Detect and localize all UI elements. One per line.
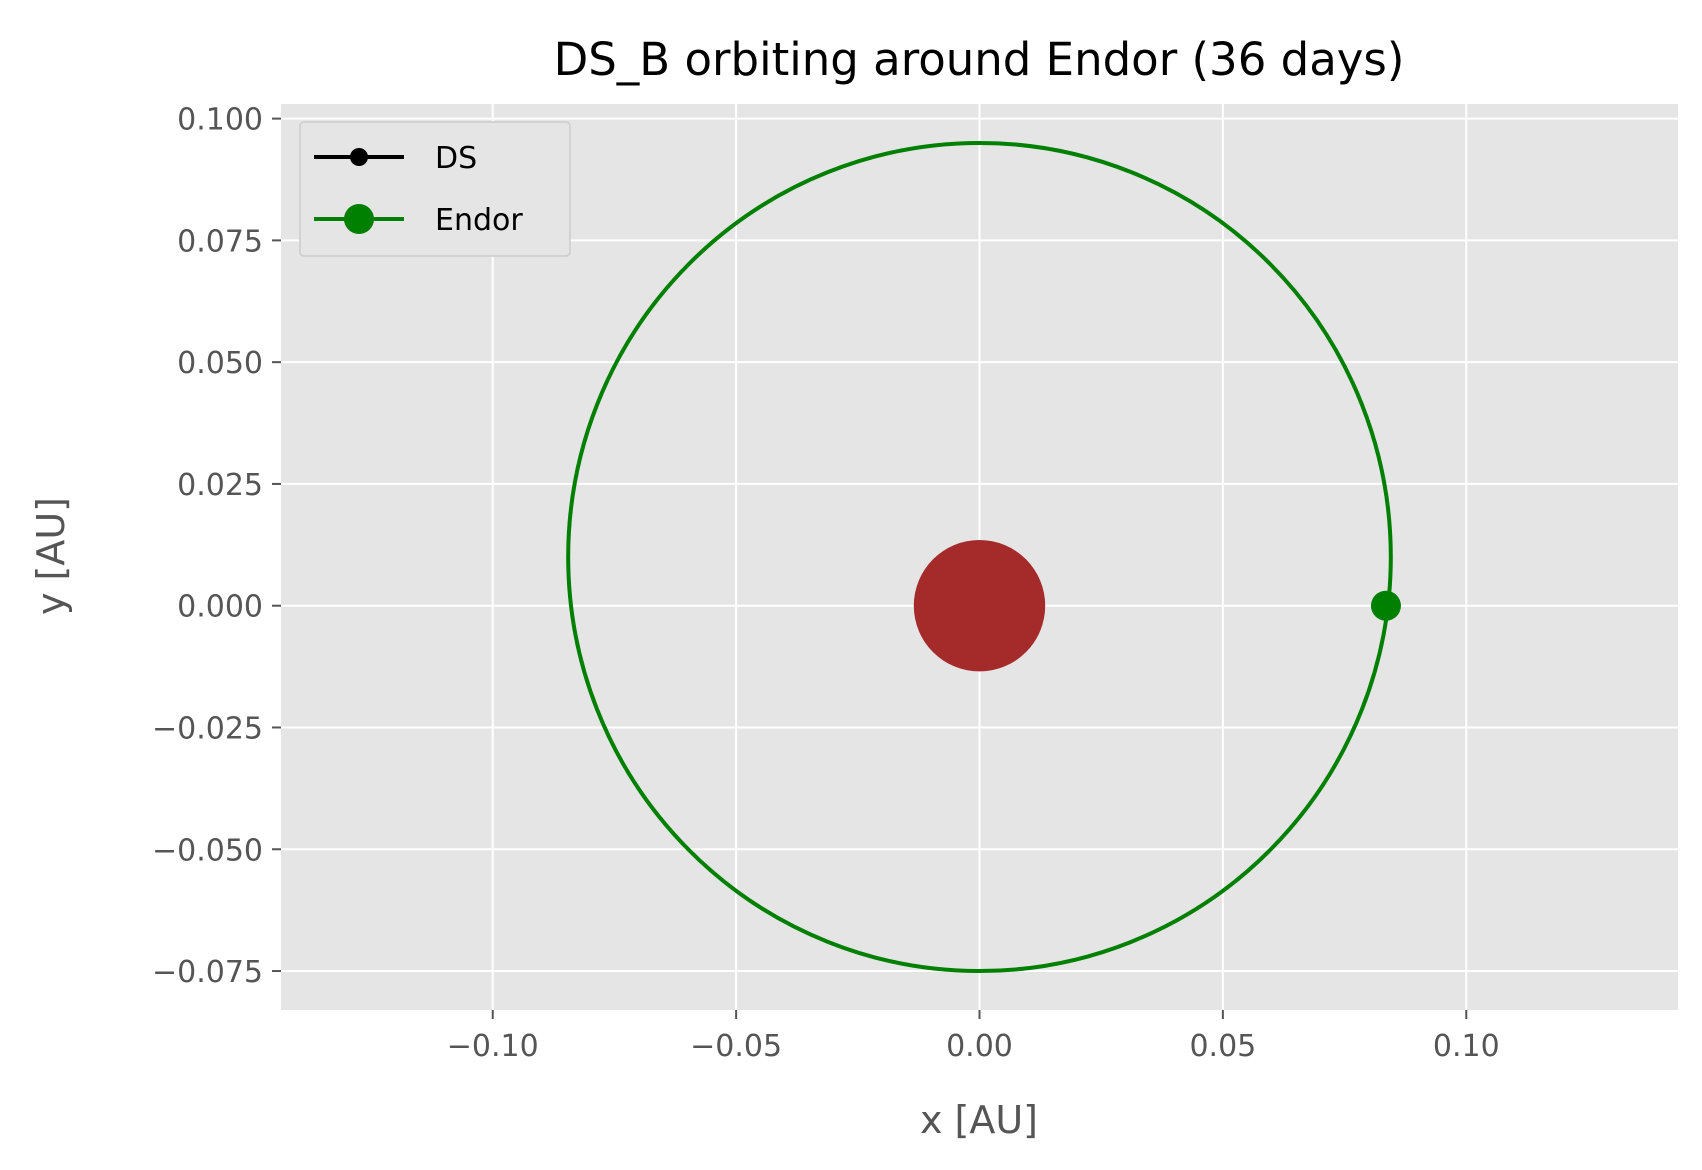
x-tick-label: 0.10 xyxy=(1433,1029,1500,1064)
legend-endor-marker xyxy=(344,204,374,234)
central-body xyxy=(913,539,1046,672)
y-tick-label: −0.050 xyxy=(152,833,263,868)
legend-ds-label: DS xyxy=(435,141,477,176)
x-tick-label: −0.10 xyxy=(447,1029,539,1064)
y-tick-label: 0.075 xyxy=(177,224,263,259)
orbit-path xyxy=(566,140,1393,974)
y-tick-label: 0.050 xyxy=(177,346,263,381)
x-tick-label: −0.05 xyxy=(690,1029,782,1064)
y-tick-label: −0.075 xyxy=(152,955,263,990)
y-tick-label: 0.000 xyxy=(177,590,263,625)
x-tick-label: 0.05 xyxy=(1189,1029,1256,1064)
y-axis-label: y [AU] xyxy=(29,497,73,615)
x-tick-label: 0.00 xyxy=(946,1029,1013,1064)
x-axis-label: x [AU] xyxy=(920,1098,1038,1142)
orbit-layer xyxy=(566,140,1401,974)
y-tick-label: 0.100 xyxy=(177,103,263,138)
axes: −0.10 −0.05 0.00 0.05 0.10 0.100 0.075 0.050 0.0… xyxy=(152,103,1500,1064)
legend-endor-label: Endor xyxy=(435,203,523,238)
chart-title: DS_B orbiting around Endor (36 days) xyxy=(554,33,1405,86)
y-tick-label: −0.025 xyxy=(152,711,263,746)
series-point-endor xyxy=(1370,590,1401,621)
legend: DS Endor xyxy=(299,121,571,257)
legend-ds-marker xyxy=(350,148,368,166)
y-tick-label: 0.025 xyxy=(177,468,263,503)
